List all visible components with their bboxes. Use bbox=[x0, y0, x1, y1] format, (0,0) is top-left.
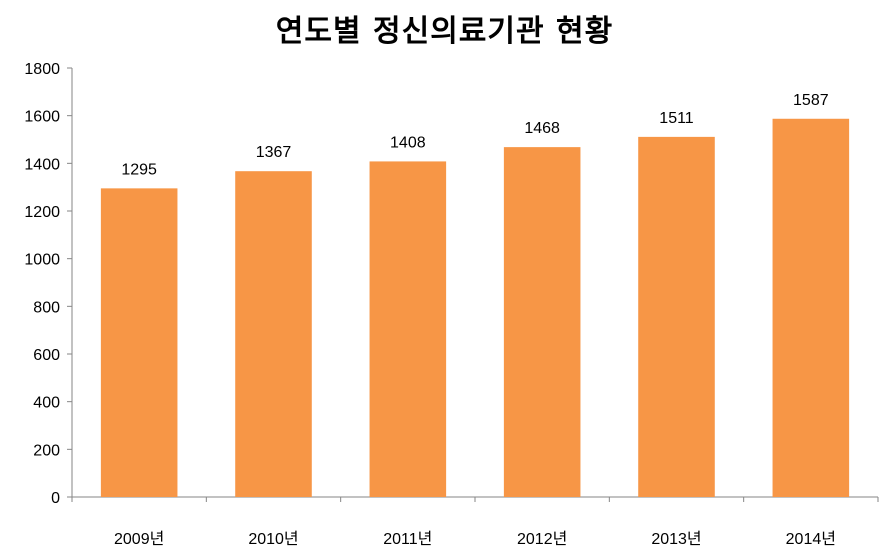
chart-title: 연도별 정신의료기관 현황 bbox=[275, 14, 614, 49]
data-label: 1295 bbox=[121, 161, 157, 178]
y-tick-label: 600 bbox=[33, 347, 60, 364]
bar bbox=[369, 161, 447, 497]
data-label: 1408 bbox=[390, 134, 426, 151]
y-tick-label: 1200 bbox=[24, 204, 60, 221]
y-tick-label: 1800 bbox=[24, 61, 60, 78]
x-tick-label: 2010년 bbox=[248, 530, 298, 548]
bar bbox=[503, 147, 581, 498]
bar bbox=[100, 188, 178, 497]
x-tick-label: 2009년 bbox=[114, 530, 164, 548]
data-label: 1468 bbox=[524, 120, 560, 137]
bar bbox=[772, 118, 850, 497]
y-tick-label: 1000 bbox=[24, 252, 60, 269]
x-tick-label: 2011년 bbox=[383, 530, 432, 548]
data-label: 1511 bbox=[659, 110, 694, 127]
x-tick-label: 2014년 bbox=[786, 530, 836, 548]
y-tick-label: 1600 bbox=[24, 109, 60, 126]
y-tick-label: 0 bbox=[51, 490, 60, 507]
data-label: 1587 bbox=[793, 92, 829, 109]
y-tick-label: 800 bbox=[33, 299, 60, 316]
x-tick-label: 2012년 bbox=[517, 530, 567, 548]
y-tick-label: 200 bbox=[33, 442, 60, 459]
x-tick-label: 2013년 bbox=[651, 530, 701, 548]
bar bbox=[235, 171, 312, 497]
bar bbox=[638, 136, 715, 497]
y-tick-label: 1400 bbox=[24, 156, 60, 173]
y-tick-label: 400 bbox=[33, 395, 60, 412]
data-label: 1367 bbox=[256, 144, 292, 161]
